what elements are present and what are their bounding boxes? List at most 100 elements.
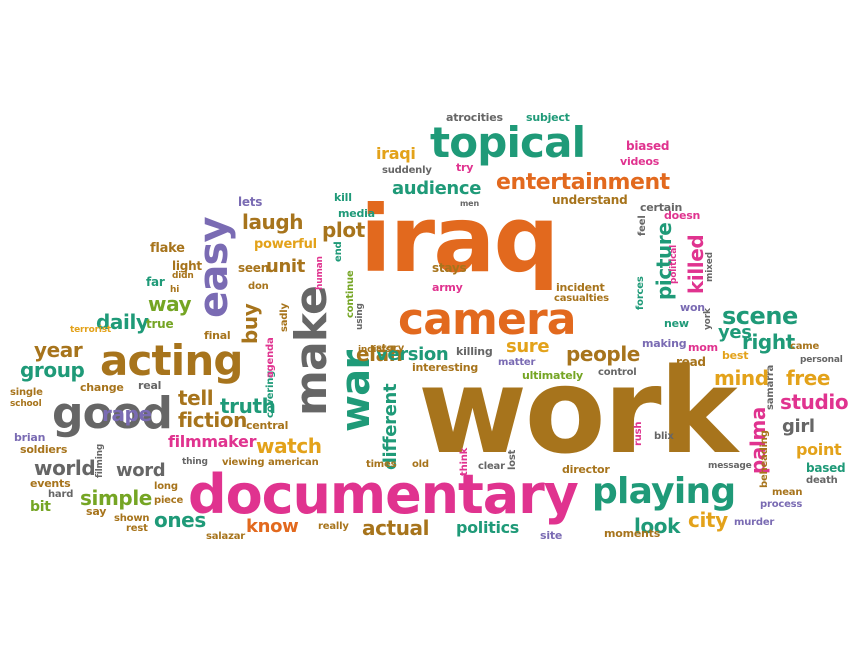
word: free	[786, 366, 831, 390]
word: buy	[238, 303, 262, 344]
word: thing	[182, 457, 208, 467]
word: tell	[178, 386, 214, 410]
word: men	[460, 199, 479, 208]
word: new	[664, 317, 689, 330]
word: playing	[592, 471, 736, 512]
word: mind	[714, 366, 769, 390]
word: topical	[430, 118, 586, 167]
word: matter	[498, 357, 536, 368]
word: actual	[362, 516, 430, 540]
word: plot	[322, 218, 365, 242]
word: making	[642, 337, 687, 350]
word: videos	[620, 155, 660, 168]
word: seen	[238, 261, 270, 275]
word: flake	[150, 241, 185, 256]
word: incident	[556, 281, 605, 294]
word: ones	[154, 508, 206, 532]
word: school	[10, 399, 42, 409]
word: yes	[718, 322, 752, 343]
word: feel	[637, 215, 648, 236]
word: fiction	[178, 408, 248, 432]
word: change	[80, 381, 124, 394]
word: sure	[506, 336, 550, 357]
word: killing	[456, 345, 493, 358]
word: came	[790, 341, 820, 352]
word: rape	[102, 402, 152, 426]
word: look	[634, 514, 681, 538]
word: piece	[154, 495, 184, 506]
word: read	[676, 355, 706, 369]
word: blix	[654, 431, 674, 442]
word: personal	[800, 355, 843, 365]
word: york	[703, 308, 713, 330]
word: terrorist	[70, 325, 112, 335]
word: people	[566, 342, 640, 366]
word: camera	[398, 294, 576, 345]
word: interesting	[412, 361, 479, 374]
word: know	[246, 516, 299, 537]
word: director	[562, 463, 610, 476]
word: events	[30, 477, 71, 490]
word: agenda	[265, 337, 276, 378]
word: politics	[456, 518, 519, 537]
word: beheading	[759, 430, 770, 488]
word: simple	[80, 486, 152, 510]
word: viewing	[222, 457, 265, 468]
word: really	[318, 521, 349, 532]
word: long	[154, 481, 178, 492]
word: mean	[772, 487, 803, 498]
word: media	[338, 207, 375, 220]
word: soldiers	[20, 443, 68, 456]
word: unit	[266, 256, 305, 277]
word: powerful	[254, 237, 317, 252]
word: audience	[392, 178, 482, 199]
word: best	[722, 349, 749, 362]
word: brian	[14, 431, 46, 444]
word: sadly	[279, 303, 290, 332]
word: group	[20, 358, 85, 382]
word: world	[34, 456, 96, 480]
word: real	[138, 379, 162, 392]
word: truth	[220, 394, 276, 418]
word: point	[796, 440, 842, 459]
word: control	[598, 367, 637, 378]
word: understand	[552, 193, 628, 207]
word: casualties	[554, 293, 609, 304]
word: army	[432, 281, 463, 294]
word: killed	[684, 234, 708, 294]
word: salazar	[206, 531, 245, 542]
word: word	[116, 460, 166, 481]
word: year	[34, 338, 83, 362]
word: suddenly	[382, 165, 432, 176]
word: central	[246, 419, 289, 432]
word: don	[248, 281, 269, 292]
word: way	[148, 292, 192, 316]
word: death	[806, 475, 838, 486]
word: hi	[170, 285, 180, 295]
word: rush	[633, 421, 644, 446]
word: think	[459, 447, 470, 476]
word: subject	[526, 111, 570, 124]
word: studio	[780, 390, 849, 414]
word: lost	[507, 449, 518, 470]
word: laugh	[242, 210, 304, 234]
word: stays	[432, 261, 467, 275]
word: bit	[30, 499, 51, 515]
word: ultimately	[522, 369, 583, 382]
word: shown	[114, 513, 150, 524]
word: hard	[48, 489, 74, 500]
word: entertainment	[496, 170, 670, 195]
word: true	[146, 317, 174, 331]
word: end	[333, 241, 344, 262]
word: message	[708, 461, 752, 471]
word: atrocities	[446, 111, 503, 124]
word: indicts	[358, 345, 391, 355]
word: site	[540, 529, 563, 542]
word: samarra	[765, 364, 776, 410]
word: watch	[256, 434, 322, 458]
word: mixed	[705, 252, 715, 282]
word: clear	[478, 461, 505, 472]
word: version	[376, 344, 449, 365]
word: girl	[782, 416, 815, 437]
